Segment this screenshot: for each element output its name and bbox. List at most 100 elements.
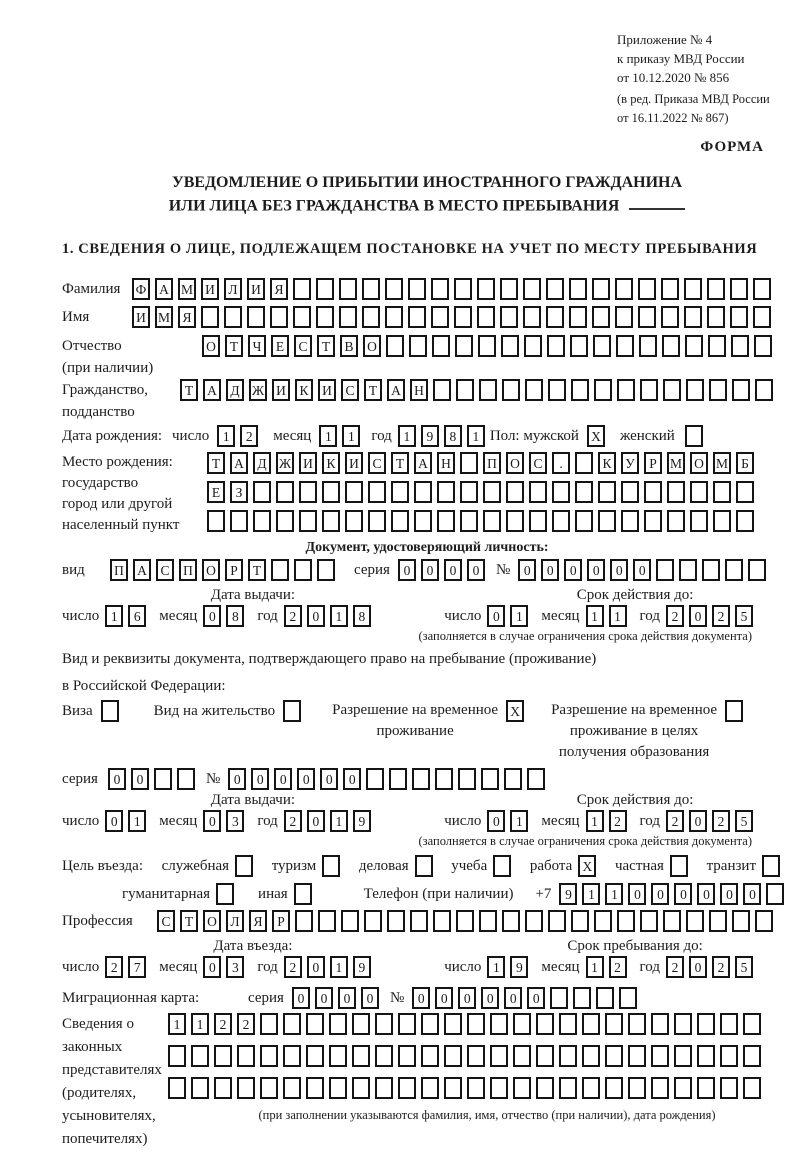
surname-char-box[interactable] bbox=[477, 278, 495, 301]
date-box[interactable]: 2 bbox=[666, 956, 684, 979]
legal-rep-char-box[interactable] bbox=[306, 1077, 324, 1100]
legal-rep-char-box[interactable] bbox=[513, 1045, 531, 1068]
given-name-char-box[interactable] bbox=[316, 306, 334, 329]
date-box[interactable]: 5 bbox=[735, 605, 753, 628]
legal-rep-char-box[interactable] bbox=[260, 1013, 278, 1036]
profession-char-box[interactable] bbox=[686, 910, 704, 933]
surname-char-box[interactable] bbox=[753, 278, 771, 301]
birth-place-char-box[interactable] bbox=[552, 510, 570, 533]
date-box[interactable]: 0 bbox=[306, 605, 325, 628]
date-box[interactable]: 0 bbox=[689, 605, 707, 628]
doc-type-char-box[interactable]: П bbox=[110, 559, 128, 582]
given-name-char-box[interactable] bbox=[615, 306, 633, 329]
date-box[interactable]: 1 bbox=[608, 605, 627, 628]
birth-place-char-box[interactable] bbox=[644, 510, 662, 533]
date-box[interactable]: 9 bbox=[352, 956, 371, 979]
profession-char-box[interactable]: Т bbox=[180, 910, 198, 933]
birth-place-char-box[interactable] bbox=[460, 481, 478, 504]
migration-number-box[interactable]: 0 bbox=[527, 987, 546, 1010]
legal-rep-char-box[interactable] bbox=[720, 1013, 738, 1036]
citizenship-char-box[interactable] bbox=[686, 379, 704, 402]
profession-char-box[interactable]: Р bbox=[272, 910, 290, 933]
residence-number-box[interactable]: 0 bbox=[320, 768, 339, 791]
patronymic-char-box[interactable]: Ч bbox=[248, 335, 266, 358]
birth-place-char-box[interactable] bbox=[667, 481, 685, 504]
birth-place-char-box[interactable] bbox=[345, 510, 363, 533]
legal-rep-char-box[interactable] bbox=[421, 1013, 439, 1036]
citizenship-char-box[interactable] bbox=[732, 379, 750, 402]
residence-number-box[interactable]: 0 bbox=[343, 768, 362, 791]
migration-series-box[interactable]: 0 bbox=[291, 987, 310, 1010]
doc-number-box[interactable] bbox=[656, 559, 675, 582]
patronymic-char-box[interactable]: Т bbox=[317, 335, 335, 358]
legal-rep-char-box[interactable] bbox=[467, 1013, 485, 1036]
citizenship-char-box[interactable] bbox=[456, 379, 474, 402]
surname-char-box[interactable]: Я bbox=[270, 278, 288, 301]
residence-number-box[interactable] bbox=[504, 768, 523, 791]
patronymic-char-box[interactable] bbox=[685, 335, 703, 358]
legal-rep-char-box[interactable] bbox=[191, 1045, 209, 1068]
birth-month-box[interactable]: 1 bbox=[342, 425, 361, 448]
date-box[interactable]: 2 bbox=[666, 810, 684, 833]
date-box[interactable]: 2 bbox=[608, 956, 627, 979]
birth-place-char-box[interactable]: Д bbox=[253, 452, 271, 475]
given-name-char-box[interactable] bbox=[477, 306, 495, 329]
legal-rep-char-box[interactable]: 1 bbox=[168, 1013, 186, 1036]
patronymic-char-box[interactable] bbox=[754, 335, 772, 358]
profession-char-box[interactable] bbox=[732, 910, 750, 933]
option-checkbox[interactable] bbox=[493, 855, 512, 878]
visa-checkbox[interactable] bbox=[100, 700, 119, 723]
profession-char-box[interactable] bbox=[479, 910, 497, 933]
legal-rep-char-box[interactable] bbox=[720, 1045, 738, 1068]
legal-rep-char-box[interactable] bbox=[375, 1013, 393, 1036]
surname-char-box[interactable] bbox=[707, 278, 725, 301]
legal-rep-char-box[interactable] bbox=[306, 1045, 324, 1068]
birth-place-char-box[interactable] bbox=[713, 481, 731, 504]
date-box[interactable]: 9 bbox=[510, 956, 529, 979]
phone-digit-box[interactable]: 0 bbox=[697, 883, 716, 906]
legal-rep-char-box[interactable] bbox=[237, 1077, 255, 1100]
date-box[interactable]: 2 bbox=[283, 605, 302, 628]
legal-rep-char-box[interactable] bbox=[283, 1045, 301, 1068]
migration-number-box[interactable]: 0 bbox=[481, 987, 500, 1010]
legal-rep-char-box[interactable] bbox=[467, 1045, 485, 1068]
date-box[interactable]: 1 bbox=[329, 810, 348, 833]
date-box[interactable]: 0 bbox=[203, 605, 222, 628]
citizenship-char-box[interactable]: Д bbox=[226, 379, 244, 402]
legal-rep-char-box[interactable] bbox=[421, 1045, 439, 1068]
birth-place-char-box[interactable]: О bbox=[506, 452, 524, 475]
legal-rep-char-box[interactable] bbox=[444, 1045, 462, 1068]
date-box[interactable]: 2 bbox=[666, 605, 684, 628]
date-box[interactable]: 1 bbox=[510, 605, 529, 628]
given-name-char-box[interactable] bbox=[270, 306, 288, 329]
doc-type-char-box[interactable]: А bbox=[133, 559, 151, 582]
surname-char-box[interactable] bbox=[500, 278, 518, 301]
surname-char-box[interactable] bbox=[316, 278, 334, 301]
birth-place-char-box[interactable] bbox=[322, 510, 340, 533]
legal-rep-char-box[interactable] bbox=[743, 1013, 761, 1036]
birth-place-char-box[interactable] bbox=[414, 481, 432, 504]
birth-place-char-box[interactable]: Н bbox=[437, 452, 455, 475]
date-box[interactable]: 1 bbox=[510, 810, 529, 833]
birth-place-char-box[interactable] bbox=[391, 510, 409, 533]
birth-place-char-box[interactable] bbox=[575, 452, 593, 475]
residence-number-box[interactable] bbox=[458, 768, 477, 791]
migration-series-box[interactable]: 0 bbox=[337, 987, 356, 1010]
birth-place-char-box[interactable]: И bbox=[299, 452, 317, 475]
residence-series-box[interactable] bbox=[153, 768, 172, 791]
doc-number-box[interactable]: 0 bbox=[587, 559, 606, 582]
phone-digit-box[interactable] bbox=[766, 883, 785, 906]
birth-place-char-box[interactable] bbox=[690, 481, 708, 504]
legal-rep-char-box[interactable] bbox=[329, 1045, 347, 1068]
patronymic-char-box[interactable] bbox=[524, 335, 542, 358]
legal-rep-char-box[interactable] bbox=[352, 1077, 370, 1100]
birth-place-char-box[interactable]: М bbox=[667, 452, 685, 475]
birth-day-box[interactable]: 1 bbox=[217, 425, 236, 448]
profession-char-box[interactable] bbox=[341, 910, 359, 933]
legal-rep-char-box[interactable] bbox=[421, 1077, 439, 1100]
given-name-char-box[interactable] bbox=[408, 306, 426, 329]
legal-rep-char-box[interactable] bbox=[536, 1013, 554, 1036]
legal-rep-char-box[interactable] bbox=[605, 1013, 623, 1036]
phone-digit-box[interactable]: 0 bbox=[651, 883, 670, 906]
migration-series-box[interactable]: 0 bbox=[314, 987, 333, 1010]
